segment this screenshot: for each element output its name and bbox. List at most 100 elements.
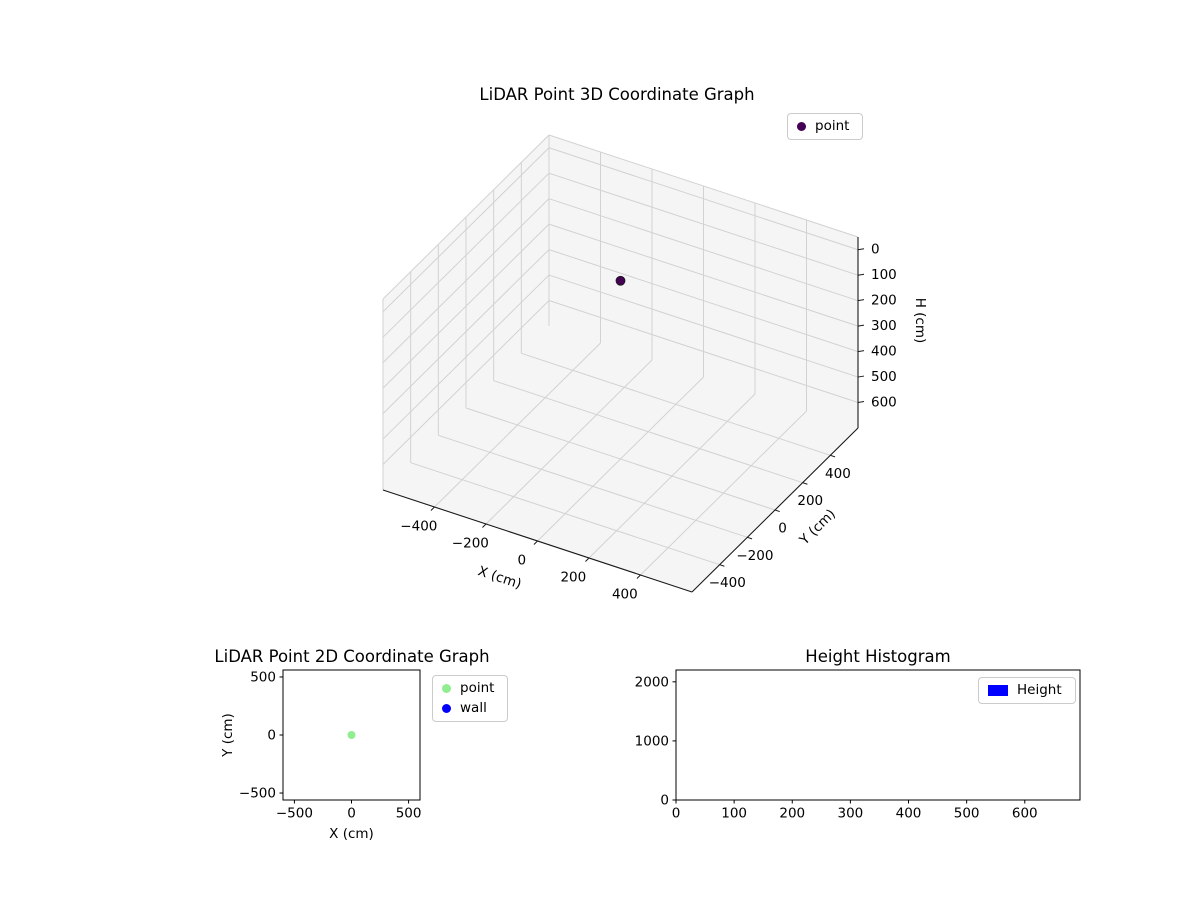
- z-tick: [857, 299, 865, 302]
- x-tick-label: −200: [452, 535, 489, 551]
- grid-line: [410, 462, 720, 566]
- grid-line: [548, 223, 859, 327]
- x-tick-label: 300: [837, 806, 863, 822]
- grid-line: [438, 434, 748, 538]
- grid-line: [382, 147, 550, 313]
- z-tick-label: 0: [871, 242, 880, 258]
- x-tick-label: 200: [779, 806, 805, 822]
- pane-edge: [548, 134, 859, 238]
- legend-label: Height: [1017, 682, 1062, 698]
- grid-line: [382, 274, 550, 440]
- histogram-canvas: 0 100 200 300 400 500 600 0 1000 2000: [635, 669, 1081, 822]
- z-tick: [857, 248, 865, 251]
- z-tick-label: 200: [871, 293, 897, 309]
- y-tick-label: 0: [778, 521, 787, 537]
- z-tick-label: 600: [871, 395, 897, 411]
- y-tick: [830, 454, 836, 458]
- x-tick-label: −500: [276, 806, 313, 822]
- chart-3d-legend: point: [787, 113, 864, 140]
- legend-item-point3d: point: [797, 119, 849, 134]
- grid-line: [382, 198, 550, 364]
- chart-3d-canvas: −400−2000200400−400−20002004000100200300…: [382, 134, 928, 602]
- grid-line: [548, 172, 859, 276]
- y-tick-label: 400: [825, 466, 851, 482]
- grid-line: [382, 300, 550, 465]
- z-tick: [857, 401, 865, 404]
- x-tick: [636, 574, 641, 579]
- chart-2d-legend: point wall: [432, 675, 509, 722]
- legend-label: wall: [460, 700, 487, 716]
- histogram-legend: Height: [978, 677, 1076, 704]
- z-tick: [857, 324, 865, 327]
- x-tick-label: 200: [560, 569, 586, 585]
- y-tick: [719, 564, 725, 567]
- legend-label: point: [815, 118, 850, 134]
- x-tick-label: 500: [954, 806, 980, 822]
- x-tick: [585, 557, 590, 562]
- height-marker-icon: [988, 685, 1008, 696]
- y-tick-label: −400: [709, 575, 746, 591]
- histogram-title: Height Histogram: [805, 647, 951, 666]
- grid-line: [493, 380, 803, 484]
- x-tick-label: 400: [896, 806, 922, 822]
- y-axis-label: Y (cm): [220, 713, 236, 758]
- x-tick-label: 0: [672, 806, 681, 822]
- y-tick-label: 500: [250, 669, 276, 685]
- chart-2d-title: LiDAR Point 2D Coordinate Graph: [214, 647, 490, 666]
- pane-edge: [382, 134, 550, 300]
- y-tick: [774, 509, 780, 513]
- grid-line: [382, 249, 550, 414]
- y-tick-label: 1000: [635, 733, 669, 749]
- x-tick: [533, 540, 538, 545]
- z-tick-label: 400: [871, 344, 897, 360]
- scatter-point-2d: [347, 731, 356, 739]
- z-tick-label: 100: [871, 267, 897, 283]
- point-marker-icon: [797, 122, 806, 131]
- x-tick-label: 400: [612, 586, 638, 602]
- x-tick: [430, 506, 435, 511]
- grid-line: [465, 407, 776, 511]
- z-tick: [857, 375, 865, 378]
- z-tick: [857, 273, 865, 276]
- x-tick-label: 100: [721, 806, 747, 822]
- x-tick-label: 600: [1012, 806, 1038, 822]
- grid-line: [382, 223, 550, 389]
- z-tick-label: 500: [871, 369, 897, 385]
- grid-line: [548, 274, 859, 378]
- y-tick: [747, 536, 753, 540]
- wall-marker-icon: [442, 704, 451, 713]
- x-tick-label: 0: [518, 552, 527, 568]
- y-tick-label: 0: [267, 728, 276, 744]
- grid-line: [521, 352, 831, 456]
- z-axis-label: H (cm): [912, 298, 928, 344]
- z-tick: [857, 350, 865, 353]
- legend-item-height: Height: [988, 683, 1062, 698]
- y-tick: [802, 482, 808, 485]
- x-tick-label: 0: [347, 806, 356, 822]
- grid-line: [548, 300, 859, 404]
- y-tick-label: −200: [736, 548, 773, 564]
- point-marker-icon: [442, 684, 451, 693]
- x-tick-label: 500: [396, 806, 422, 822]
- y-tick-label: 2000: [635, 674, 669, 690]
- grid-line: [548, 147, 859, 251]
- x-axis-label: X (cm): [329, 826, 374, 842]
- grid-line: [382, 172, 550, 338]
- z-tick-label: 300: [871, 318, 897, 334]
- scatter-point-3d: [615, 275, 626, 286]
- chart-2d-canvas: −500 0 500 −500 0 500 X (cm) Y (cm): [220, 669, 422, 842]
- y-tick-label: 0: [660, 793, 669, 809]
- x-tick-label: −400: [400, 518, 437, 534]
- y-axis-label: Y (cm): [796, 506, 839, 549]
- y-tick-label: −500: [239, 786, 276, 802]
- grid-line: [548, 198, 859, 302]
- x-tick: [482, 523, 487, 528]
- y-tick-label: 200: [797, 493, 823, 509]
- legend-label: point: [460, 680, 495, 696]
- chart-3d-title: LiDAR Point 3D Coordinate Graph: [479, 85, 755, 104]
- x-axis-label: X (cm): [476, 563, 523, 592]
- legend-item-wall: wall: [442, 701, 494, 716]
- legend-item-point: point: [442, 681, 494, 696]
- grid-line: [548, 249, 859, 353]
